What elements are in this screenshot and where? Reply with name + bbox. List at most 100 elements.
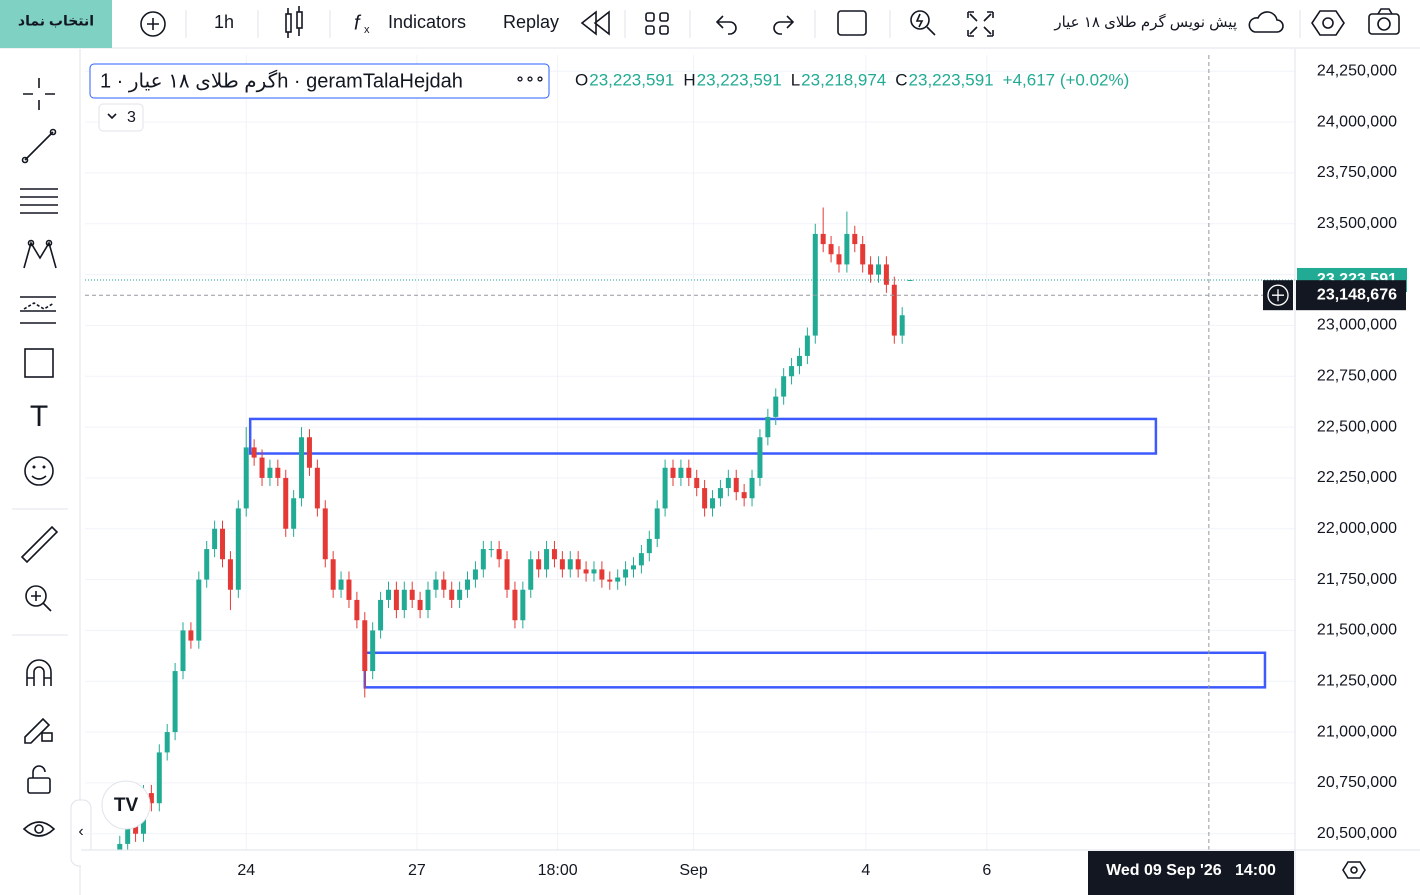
- y-tick-label: 21,000,000: [1317, 723, 1397, 740]
- interval-button[interactable]: 1h: [214, 12, 234, 32]
- crosshair-add-icon: [1272, 289, 1284, 302]
- candle-body: [662, 467, 668, 509]
- candle-body: [472, 569, 478, 580]
- indicator-count[interactable]: 3: [127, 109, 136, 126]
- pattern-tool[interactable]: [23, 239, 57, 269]
- lock-tool[interactable]: [27, 765, 51, 794]
- shape-tool[interactable]: [24, 348, 54, 378]
- redo-button[interactable]: [773, 15, 795, 35]
- candle-body: [188, 630, 194, 641]
- candle-body: [544, 549, 550, 570]
- candle-body: [710, 498, 716, 509]
- candle-body: [441, 579, 447, 590]
- axis-settings[interactable]: [1342, 861, 1366, 879]
- candle-body: [670, 467, 676, 478]
- candle-body: [559, 559, 565, 570]
- ohlc-value: 23,218,974: [801, 70, 886, 89]
- replay-button[interactable]: Replay: [503, 12, 559, 32]
- crosshair-add-icon: [1267, 284, 1289, 306]
- candle-body: [243, 447, 249, 509]
- add-symbol[interactable]: [140, 11, 166, 37]
- candle-body: [733, 477, 739, 493]
- chart-type-button[interactable]: [285, 6, 303, 38]
- candle-body: [299, 437, 305, 499]
- y-tick-label: 24,000,000: [1317, 113, 1397, 130]
- candle-body: [773, 396, 779, 417]
- candle-body: [836, 254, 842, 265]
- symbol-button[interactable]: [0, 0, 112, 48]
- replay-icon[interactable]: [580, 10, 610, 36]
- candle-body: [322, 508, 328, 560]
- ohlc-value: 23,223,591: [589, 70, 674, 89]
- fib-tool[interactable]: [20, 188, 58, 214]
- trend-line-tool[interactable]: [21, 128, 57, 164]
- candle-body: [172, 671, 178, 733]
- icon-tool[interactable]: [24, 456, 54, 486]
- forecast-tool[interactable]: [20, 296, 56, 324]
- snapshot-button[interactable]: [1368, 8, 1400, 35]
- candle-body: [275, 467, 281, 478]
- y-tick-label: 23,000,000: [1317, 317, 1397, 334]
- candle-body: [891, 284, 897, 336]
- candle-body: [789, 366, 795, 377]
- candle-body: [156, 752, 162, 804]
- legend-menu[interactable]: ∘∘∘: [515, 71, 545, 88]
- candle-body: [875, 264, 881, 275]
- candle-body: [378, 599, 384, 631]
- indicator-toggle[interactable]: [98, 103, 144, 132]
- candle-body: [125, 823, 131, 844]
- candle-body: [449, 589, 455, 600]
- collapse-icon[interactable]: ‹: [78, 823, 83, 840]
- fx-icon[interactable]: f: [354, 12, 362, 34]
- fx-icon[interactable]: x: [364, 24, 370, 36]
- candle-body: [196, 579, 202, 641]
- fullscreen-box[interactable]: [837, 10, 867, 36]
- crosshair-tool[interactable]: [23, 78, 55, 110]
- candle-body: [488, 549, 494, 551]
- symbol-button-label[interactable]: انتخاب نماد: [18, 13, 94, 29]
- candle-body: [385, 589, 391, 600]
- y-tick-label: 23,750,000: [1317, 164, 1397, 181]
- x-tick-label: 27: [408, 862, 426, 879]
- lock-drawing-tool[interactable]: [24, 717, 53, 744]
- plot-area: 20,500,000 20,750,000 21,000,000 21,250,000…: [81, 49, 1420, 895]
- measure-tool[interactable]: [20, 525, 59, 564]
- settings-button[interactable]: [1311, 10, 1345, 36]
- candle-body: [235, 508, 241, 590]
- candle-body: [251, 447, 257, 458]
- quick-search[interactable]: [910, 10, 936, 36]
- y-tick-label: 21,250,000: [1317, 672, 1397, 689]
- candle-body: [433, 579, 439, 590]
- layout-title[interactable]: پیش نویس گرم طلای ۱۸ عیار: [1053, 13, 1237, 32]
- candle-body: [804, 335, 810, 356]
- y-tick-label: 21,500,000: [1317, 622, 1397, 639]
- candle-body: [860, 244, 866, 265]
- candle-body: [528, 559, 534, 590]
- text-tool[interactable]: T: [30, 400, 48, 433]
- y-tick-label: 21,750,000: [1317, 571, 1397, 588]
- crosshair-price-label: 23,148,676: [1317, 286, 1397, 303]
- y-tick-label: 23,500,000: [1317, 215, 1397, 232]
- candle-body: [868, 264, 874, 275]
- fullscreen-button[interactable]: [967, 11, 994, 37]
- cloud-icon[interactable]: [1248, 11, 1284, 33]
- candle-body: [567, 559, 573, 570]
- candle-body: [409, 589, 415, 600]
- visibility-tool[interactable]: [22, 821, 56, 837]
- candle-body: [117, 843, 123, 855]
- layout-button[interactable]: [645, 12, 669, 35]
- indicators-button[interactable]: Indicators: [388, 12, 466, 32]
- candle-body: [852, 233, 858, 245]
- candle-body: [844, 233, 850, 265]
- tv-logo-text[interactable]: TV: [114, 795, 139, 816]
- tv-logo[interactable]: [101, 780, 151, 830]
- symbol-legend-box[interactable]: [89, 63, 550, 99]
- zoom-tool[interactable]: [25, 585, 52, 612]
- undo-button[interactable]: [715, 15, 737, 35]
- indicator-toggle-icon[interactable]: [107, 113, 117, 120]
- candle-body: [401, 589, 407, 611]
- magnet-tool[interactable]: [26, 659, 52, 686]
- candle-body: [749, 477, 755, 499]
